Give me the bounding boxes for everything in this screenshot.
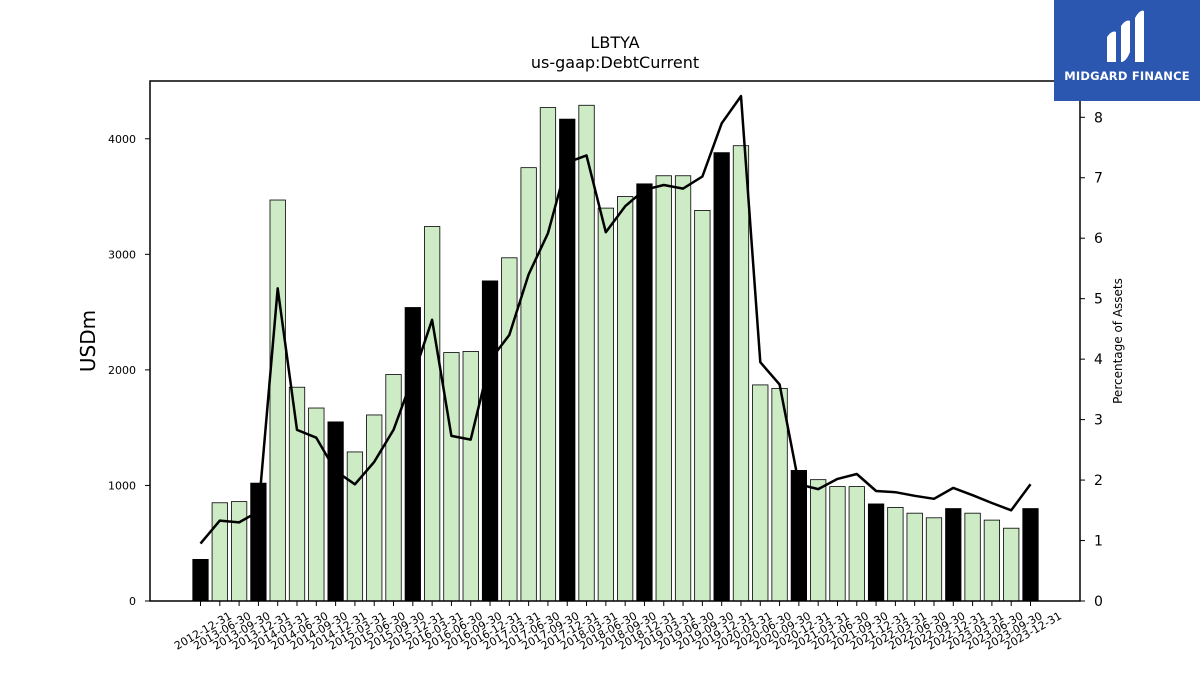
chart-subtitle: us-gaap:DebtCurrent — [531, 53, 699, 72]
chart-title: LBTYA — [590, 33, 639, 52]
bar-2015-06-30 — [366, 414, 383, 602]
bar-2016-06-30 — [443, 352, 460, 602]
y2-tick-label: 8 — [1094, 110, 1103, 126]
bar-2014-12-31 — [327, 421, 344, 602]
y-tick-label: 0 — [129, 595, 136, 608]
bar-2021-09-30 — [848, 486, 865, 602]
bar-2012-12-31 — [192, 559, 209, 602]
right-axis-ticks: 0 1 2 3 4 5 6 7 8 — [1080, 110, 1103, 610]
y2-tick-label: 7 — [1094, 171, 1103, 187]
logo-mark-icon — [1107, 10, 1144, 62]
bar-2017-12-31 — [559, 118, 576, 602]
bar-2016-09-30 — [462, 350, 479, 602]
y2-tick-label: 3 — [1094, 413, 1103, 429]
y-axis-label: USDm — [76, 310, 100, 372]
y-tick-label: 3000 — [108, 248, 136, 261]
bar-2021-03-31 — [810, 479, 827, 602]
bar-2023-03-31 — [964, 512, 981, 602]
bar-2020-12-31 — [790, 470, 807, 602]
bar-2022-06-30 — [906, 512, 923, 602]
bar-2021-06-30 — [829, 486, 846, 602]
bar-2016-03-31 — [424, 226, 441, 602]
bar-2018-06-30 — [597, 207, 614, 602]
bar-2019-03-31 — [655, 175, 672, 602]
bar-2015-09-30 — [385, 374, 402, 602]
y2-tick-label: 6 — [1094, 231, 1103, 247]
bar-2013-06-30 — [211, 502, 228, 602]
y2-tick-label: 5 — [1094, 292, 1103, 308]
y2-tick-label: 1 — [1094, 534, 1103, 550]
bar-2019-09-30 — [694, 210, 711, 602]
bar-series — [192, 104, 1039, 602]
logo-text: MIDGARD FINANCE — [1064, 69, 1190, 83]
bar-2015-12-31 — [404, 307, 421, 602]
bar-2013-09-30 — [230, 501, 248, 602]
bar-2020-03-31 — [732, 145, 750, 602]
bar-2021-12-31 — [867, 503, 885, 602]
y2-axis-label: Percentage of Assets — [1111, 278, 1125, 404]
y2-tick-label: 2 — [1094, 473, 1103, 489]
bar-2022-03-31 — [887, 506, 904, 602]
bar-2022-09-30 — [925, 517, 943, 602]
bar-2018-12-31 — [636, 183, 653, 602]
bar-2019-06-30 — [674, 175, 692, 602]
bar-2020-06-30 — [752, 384, 769, 602]
bar-2022-12-31 — [945, 508, 962, 602]
y-tick-label: 1000 — [108, 479, 136, 492]
bar-2017-03-31 — [501, 257, 518, 602]
percentage-line-series — [199, 94, 1032, 545]
percentage-line — [199, 94, 1032, 545]
y-tick-label: 4000 — [108, 133, 136, 146]
left-axis-ticks: 0 1000 2000 3000 4000 — [108, 133, 150, 608]
bar-2014-03-31 — [269, 199, 286, 602]
bar-2023-06-30 — [983, 519, 1001, 602]
bar-2019-12-31 — [713, 152, 730, 602]
bar-2015-03-31 — [346, 451, 364, 602]
bar-2023-12-31 — [1022, 508, 1039, 602]
bar-2014-06-30 — [288, 386, 306, 602]
y2-tick-label: 4 — [1094, 352, 1103, 368]
bar-2020-09-30 — [771, 387, 788, 602]
bar-2023-09-30 — [1003, 527, 1020, 602]
x-axis-ticks: 2012-12-312013-06-302013-09-302013-12-31… — [172, 601, 1064, 653]
bar-2017-06-30 — [520, 167, 537, 602]
bar-2016-12-31 — [481, 280, 499, 602]
bar-2017-09-30 — [539, 107, 557, 602]
midgard-finance-logo: MIDGARD FINANCE — [1054, 0, 1200, 101]
y-tick-label: 2000 — [108, 364, 136, 377]
bar-2018-09-30 — [617, 196, 634, 602]
plot-frame — [149, 80, 1081, 602]
y2-tick-label: 0 — [1094, 594, 1103, 610]
